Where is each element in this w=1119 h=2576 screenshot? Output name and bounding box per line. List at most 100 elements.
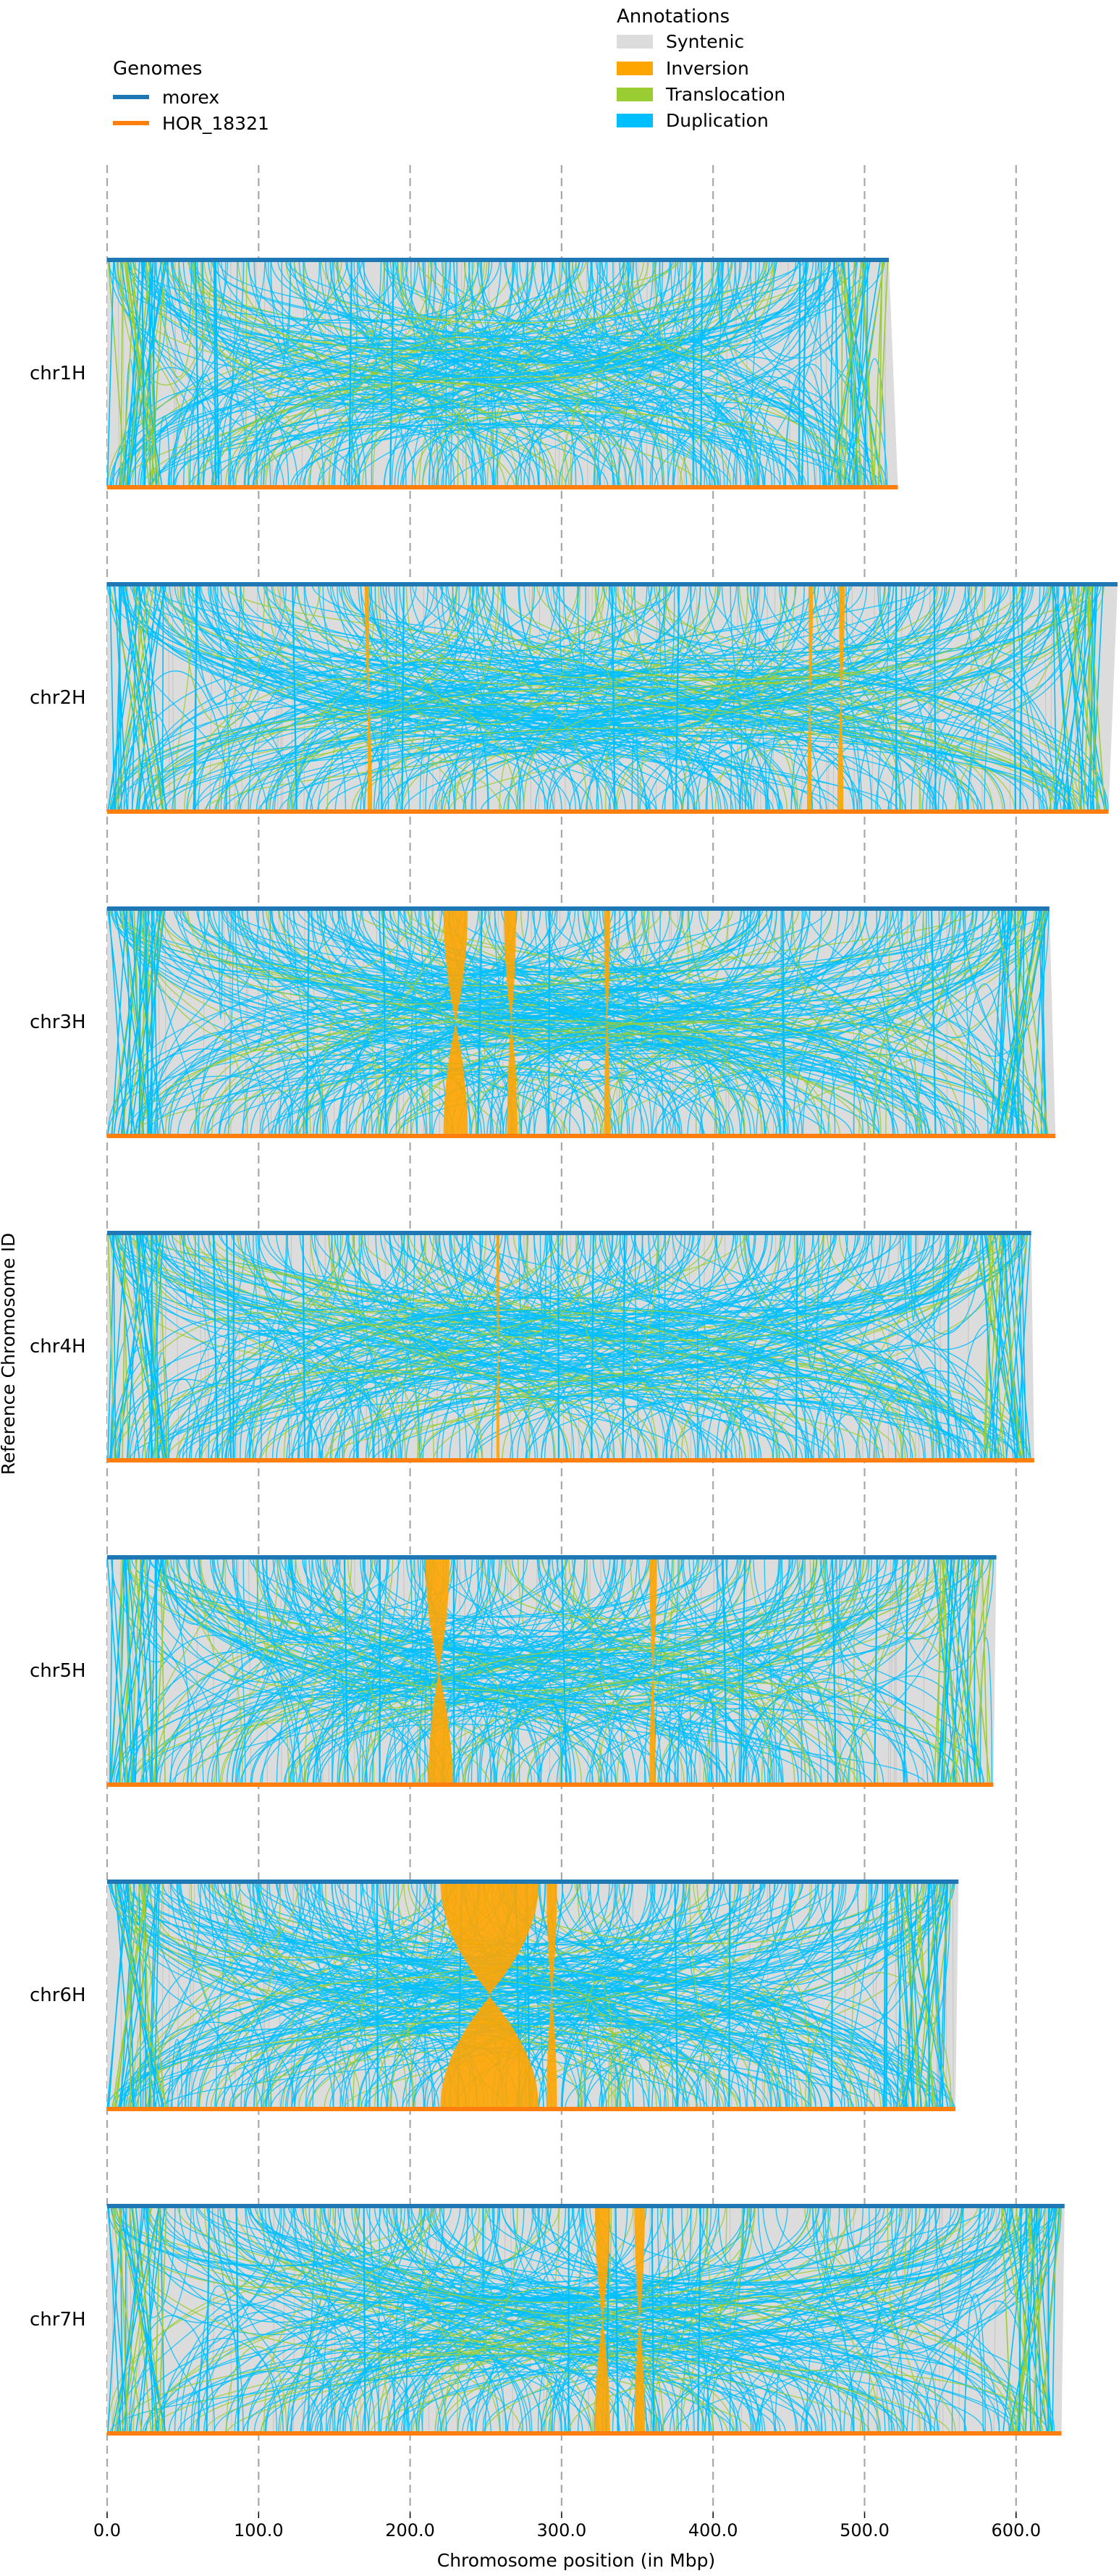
duplication-arc	[373, 696, 525, 812]
duplication-arc	[822, 2205, 913, 2344]
rearrangement-link	[212, 1232, 219, 1461]
chromosome-panels	[106, 258, 1118, 2436]
duplication-arc	[698, 1357, 810, 1461]
duplication-arc	[122, 2205, 282, 2323]
duplication-arc	[561, 344, 757, 488]
duplication-arc	[122, 1881, 672, 2020]
duplication-arc	[406, 1066, 602, 1137]
duplication-arc	[111, 2205, 1055, 2343]
duplication-arc	[140, 908, 434, 1053]
rearrangement-link	[192, 1557, 346, 1785]
rearrangement-link	[351, 584, 606, 812]
duplication-arc	[770, 1980, 812, 2110]
duplication-arc	[547, 908, 994, 1039]
duplication-arc	[200, 1557, 818, 1691]
rearrangement-link	[140, 908, 248, 1137]
duplication-arc	[197, 2315, 244, 2434]
rearrangement-link	[198, 1881, 404, 2110]
rearrangement-link	[1055, 584, 1099, 812]
rearrangement-link	[107, 1232, 115, 1461]
duplication-arc	[704, 376, 834, 488]
rearrangement-link	[119, 1881, 161, 2110]
chromosome-label: chr7H	[30, 2309, 86, 2331]
duplication-arc	[166, 259, 470, 407]
duplication-arc	[550, 1232, 814, 1346]
rearrangement-link	[195, 2205, 410, 2434]
inversion-region	[649, 1557, 657, 1785]
rearrangement-link	[463, 584, 895, 812]
duplication-arc	[456, 1232, 947, 1314]
rearrangement-link	[106, 259, 114, 488]
rearrangement-link	[193, 1557, 873, 1785]
rearrangement-link	[127, 1557, 148, 1785]
rearrangement-link	[402, 259, 619, 488]
duplication-arc	[247, 402, 827, 488]
rearrangement-link	[118, 2205, 166, 2434]
rearrangement-link	[708, 584, 936, 812]
duplication-arc	[584, 1968, 634, 2110]
duplication-arc	[573, 2205, 654, 2281]
rearrangement-link	[494, 259, 630, 488]
duplication-arc	[415, 1654, 513, 1785]
rearrangement-link	[591, 1232, 594, 1461]
duplication-arc	[428, 1232, 989, 1312]
duplication-arc	[887, 2205, 907, 2340]
rearrangement-link	[334, 1232, 968, 1461]
duplication-arc	[714, 986, 882, 1137]
rearrangement-link	[170, 1881, 553, 2110]
duplication-arc	[569, 987, 717, 1137]
duplication-arc	[625, 908, 777, 988]
rearrangement-link	[578, 2205, 760, 2434]
duplication-arc	[155, 1969, 895, 2110]
duplication-arc	[292, 657, 588, 812]
rearrangement-link	[599, 908, 1010, 1137]
duplication-arc	[175, 908, 974, 1037]
rearrangement-link	[1001, 908, 1025, 1137]
duplication-arc	[479, 1557, 743, 1620]
rearrangement-link	[292, 584, 297, 812]
duplication-arc	[344, 1662, 496, 1785]
rearrangement-link	[1052, 584, 1057, 812]
duplication-arc	[408, 2369, 817, 2434]
rearrangement-link	[109, 1557, 114, 1785]
duplication-arc	[537, 1705, 782, 1785]
duplication-arc	[599, 2004, 892, 2110]
duplication-arc	[155, 2336, 620, 2434]
rearrangement-link	[135, 584, 165, 812]
duplication-arc	[518, 705, 714, 812]
duplication-arc	[333, 2011, 368, 2110]
duplication-arc	[204, 2205, 321, 2296]
duplication-arc	[251, 1670, 884, 1785]
duplication-arc	[534, 678, 1065, 812]
rearrangement-link	[108, 584, 241, 812]
rearrangement-link	[638, 584, 669, 812]
rearrangement-link	[143, 1557, 158, 1785]
duplication-arc	[334, 1394, 972, 1461]
duplication-arc	[318, 1715, 628, 1785]
duplication-arc	[289, 1557, 822, 1688]
rearrangement-link	[1025, 2205, 1032, 2434]
rearrangement-link	[153, 1881, 160, 2110]
duplication-arc	[803, 1232, 819, 1369]
rearrangement-link	[153, 1232, 355, 1461]
duplication-arc	[679, 421, 804, 488]
rearrangement-link	[943, 1557, 945, 1785]
syntenic-link	[510, 2205, 514, 2434]
rearrangement-link	[347, 259, 720, 488]
chromosome-label: chr5H	[30, 1660, 86, 1682]
rearrangement-link	[471, 2205, 567, 2434]
rearrangement-link	[507, 2205, 926, 2434]
rearrangement-link	[194, 259, 200, 488]
rearrangement-link	[903, 1557, 909, 1785]
syntenic-link	[562, 584, 566, 812]
duplication-arc	[228, 340, 258, 488]
duplication-arc	[200, 1557, 279, 1681]
x-tick-label: 100.0	[234, 2520, 284, 2541]
rearrangement-link	[135, 1557, 153, 1785]
rearrangement-link	[217, 584, 245, 812]
duplication-arc	[295, 998, 680, 1137]
duplication-arc	[596, 2205, 959, 2270]
rearrangement-link	[416, 1232, 970, 1461]
rearrangement-link	[766, 908, 907, 1137]
duplication-arc	[164, 751, 843, 812]
